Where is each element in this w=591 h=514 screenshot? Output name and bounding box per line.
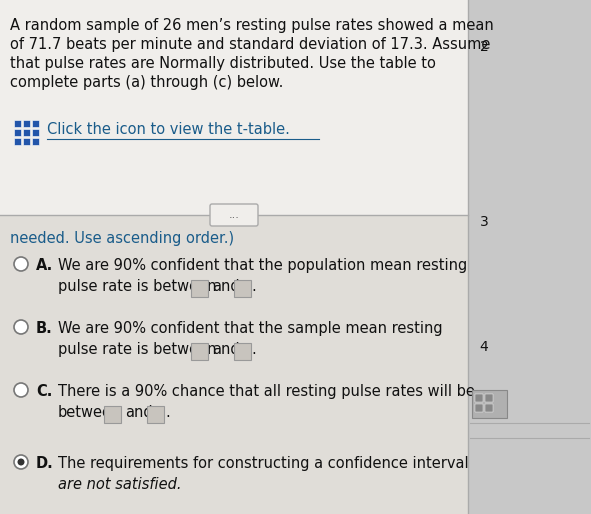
Text: .: . — [252, 342, 256, 357]
FancyBboxPatch shape — [234, 280, 251, 297]
Text: pulse rate is between: pulse rate is between — [58, 342, 216, 357]
FancyBboxPatch shape — [470, 205, 498, 255]
FancyBboxPatch shape — [191, 343, 208, 360]
Text: 3: 3 — [480, 215, 488, 229]
FancyBboxPatch shape — [468, 0, 591, 514]
Text: We are 90% confident that the sample mean resting: We are 90% confident that the sample mea… — [58, 321, 443, 336]
FancyBboxPatch shape — [14, 120, 21, 127]
FancyBboxPatch shape — [32, 120, 39, 127]
FancyBboxPatch shape — [147, 406, 164, 423]
FancyBboxPatch shape — [32, 129, 39, 136]
FancyBboxPatch shape — [14, 129, 21, 136]
FancyBboxPatch shape — [191, 280, 208, 297]
Text: between: between — [58, 405, 121, 420]
FancyBboxPatch shape — [23, 138, 30, 145]
Text: needed. Use ascending order.): needed. Use ascending order.) — [10, 231, 234, 246]
Text: There is a 90% chance that all resting pulse rates will be: There is a 90% chance that all resting p… — [58, 384, 475, 399]
Text: .: . — [165, 405, 170, 420]
Text: pulse rate is between: pulse rate is between — [58, 279, 216, 294]
Text: Click the icon to view the t-table.: Click the icon to view the t-table. — [47, 122, 290, 138]
FancyBboxPatch shape — [470, 330, 498, 380]
FancyBboxPatch shape — [14, 138, 21, 145]
FancyBboxPatch shape — [105, 406, 121, 423]
FancyBboxPatch shape — [485, 404, 493, 412]
Text: and: and — [212, 279, 240, 294]
Circle shape — [14, 455, 28, 469]
FancyBboxPatch shape — [23, 129, 30, 136]
Text: A random sample of 26 men’s resting pulse rates showed a mean: A random sample of 26 men’s resting puls… — [10, 18, 493, 33]
FancyBboxPatch shape — [234, 343, 251, 360]
Text: ...: ... — [229, 210, 239, 220]
Circle shape — [18, 458, 24, 466]
Text: and: and — [212, 342, 240, 357]
Text: 4: 4 — [480, 340, 488, 354]
Text: are not satisfied.: are not satisfied. — [58, 477, 181, 492]
Text: A.: A. — [36, 258, 53, 273]
FancyBboxPatch shape — [0, 215, 468, 514]
FancyBboxPatch shape — [210, 204, 258, 226]
Text: 2: 2 — [480, 40, 488, 54]
Text: C.: C. — [36, 384, 53, 399]
Circle shape — [14, 320, 28, 334]
Circle shape — [14, 257, 28, 271]
FancyBboxPatch shape — [470, 30, 498, 90]
Circle shape — [14, 383, 28, 397]
FancyBboxPatch shape — [475, 404, 483, 412]
Text: We are 90% confident that the population mean resting: We are 90% confident that the population… — [58, 258, 467, 273]
Text: .: . — [252, 279, 256, 294]
Text: and: and — [125, 405, 153, 420]
FancyBboxPatch shape — [0, 0, 468, 215]
FancyBboxPatch shape — [475, 394, 483, 402]
FancyBboxPatch shape — [472, 390, 507, 418]
Text: of 71.7 beats per minute and standard deviation of 17.3. Assume: of 71.7 beats per minute and standard de… — [10, 37, 491, 52]
Text: The requirements for constructing a confidence interval: The requirements for constructing a conf… — [58, 456, 469, 471]
FancyBboxPatch shape — [485, 394, 493, 402]
Text: D.: D. — [36, 456, 54, 471]
Text: B.: B. — [36, 321, 53, 336]
FancyBboxPatch shape — [23, 120, 30, 127]
Text: that pulse rates are Normally distributed. Use the table to: that pulse rates are Normally distribute… — [10, 56, 436, 71]
FancyBboxPatch shape — [32, 138, 39, 145]
Text: complete parts (a) through (c) below.: complete parts (a) through (c) below. — [10, 75, 283, 90]
